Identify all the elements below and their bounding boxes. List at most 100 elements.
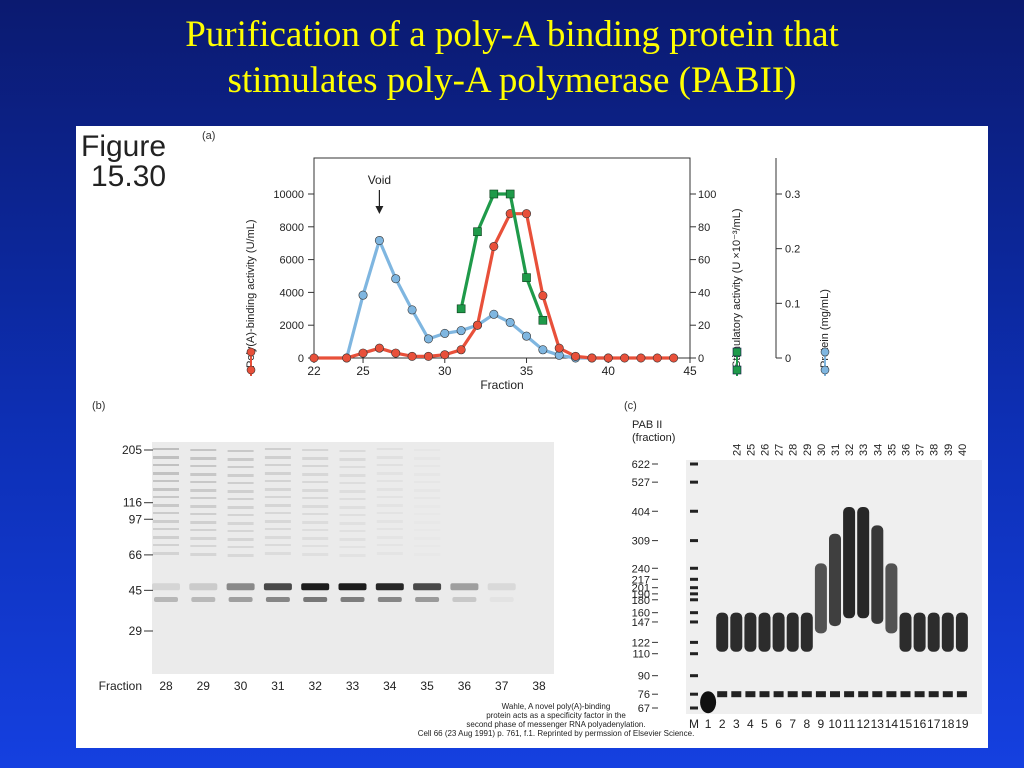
- gel-b-smear-band: [153, 480, 179, 482]
- gel-b-lower-band: [340, 596, 365, 602]
- gel-b-smear-band: [227, 466, 254, 468]
- gel-b-45kda-band: [413, 583, 442, 591]
- gel-c-primer-band: [956, 691, 967, 698]
- gel-c-primer-band: [745, 691, 756, 698]
- gel-b-smear-band: [227, 506, 254, 509]
- gel-b-lane-label: 29: [197, 679, 211, 693]
- gel-b-smear-band: [414, 537, 440, 540]
- gel-b-smear-band: [190, 449, 217, 451]
- data-point: [571, 351, 581, 361]
- gel-b-smear-band: [302, 481, 329, 483]
- gel-b-smear-band: [227, 522, 254, 525]
- gel-c-marker-band: [690, 509, 698, 513]
- gel-c-size-label: 147: [632, 617, 650, 629]
- gel-c-size-label: 110: [632, 649, 650, 661]
- polyadenylation-gel: PAB II(fraction)622527404309240217201190…: [632, 419, 982, 731]
- gel-b-smear-band: [227, 490, 254, 493]
- gel-c-fraction-label-group: 27: [774, 444, 786, 456]
- gel-b-smear-band: [376, 536, 403, 539]
- gel-b-lane-label: 35: [420, 679, 434, 693]
- gel-b-45kda-band: [189, 583, 218, 591]
- gel-b-smear-band: [339, 490, 366, 493]
- gel-c-marker-band: [690, 640, 698, 644]
- data-point: [342, 353, 352, 363]
- gel-c-fraction-label: 28: [788, 444, 800, 456]
- slide-title: Purification of a poly-A binding protein…: [0, 12, 1024, 104]
- figure-label-word: Figure: [81, 130, 167, 163]
- citation-line: second phase of messenger RNA polyadenyl…: [466, 720, 646, 729]
- gel-b-lower-band: [154, 596, 178, 602]
- gel-b-smear-band: [190, 545, 217, 547]
- axis-title-group: Protein (mg/mL): [819, 289, 831, 368]
- gel-b-smear-band: [376, 456, 403, 459]
- gel-b-smear-band: [264, 512, 291, 514]
- gel-c-size-label: 240: [632, 563, 650, 575]
- gel-c-marker-band: [690, 586, 698, 590]
- gel-b-smear-band: [153, 464, 179, 466]
- gel-b-45kda-band: [487, 583, 516, 591]
- data-point: [407, 351, 417, 361]
- gel-b-45kda-band: [450, 583, 479, 591]
- gel-c-fraction-label: 36: [901, 444, 913, 456]
- gel-c-fraction-label-group: 31: [830, 444, 842, 456]
- gel-b-lower-band: [377, 596, 402, 602]
- gel-b-smear-band: [339, 506, 366, 509]
- gel-b-smear-band: [153, 488, 179, 491]
- gel-b-lane-label: 37: [495, 679, 509, 693]
- gel-c-fraction-label-group: 25: [745, 444, 757, 456]
- gel-c-size-label: 622: [632, 459, 650, 471]
- gel-b-45kda-band: [301, 583, 330, 591]
- gel-b-smear-band: [339, 466, 366, 468]
- gel-c-product-smear: [857, 507, 870, 619]
- axis-title: Stimulatory activity (U ×10⁻³/mL): [731, 208, 743, 368]
- gel-b-smear-band: [190, 521, 217, 524]
- axis-legend-marker: [820, 347, 830, 357]
- data-point: [636, 353, 646, 363]
- gel-b-smear-band: [302, 545, 329, 547]
- left-axis-tick-label: 2000: [280, 320, 304, 332]
- gel-b-smear-band: [264, 464, 291, 466]
- gel-b-smear-band: [376, 464, 403, 466]
- gel-c-marker-band: [690, 692, 698, 696]
- gel-b-marker-label: 29: [129, 624, 143, 638]
- right-axis-1-tick-label: 40: [698, 287, 710, 299]
- gel-c-size-label: 90: [638, 671, 650, 683]
- gel-c-size-label: 309: [632, 536, 650, 548]
- gel-b-45kda-band: [226, 583, 255, 591]
- gel-b-lower-band: [303, 596, 328, 602]
- left-axis-tick-label: 6000: [280, 255, 304, 267]
- data-point: [407, 305, 417, 315]
- gel-c-size-label: 217: [632, 574, 650, 586]
- gel-c-lane-label: 17: [927, 717, 941, 731]
- gel-b-smear-band: [339, 530, 366, 532]
- gel-c-fraction-label: 30: [816, 444, 828, 456]
- figure-panel: Figure 15.30 (a) (b) (c) 0 2000 4000 6000 80…: [76, 126, 988, 748]
- gel-b-smear-band: [414, 497, 440, 499]
- gel-b-smear-band: [414, 481, 440, 483]
- gel-c-fraction-label: 33: [858, 444, 870, 456]
- gel-b-smear-band: [190, 481, 217, 483]
- gel-c-lane-label: 13: [871, 717, 885, 731]
- right-axis-2-tick-label: 0.3: [785, 189, 800, 201]
- gel-b-lane-label: 28: [159, 679, 173, 693]
- data-point: [489, 241, 499, 251]
- gel-c-size-label: 180: [632, 595, 650, 607]
- data-point: [505, 189, 515, 199]
- gel-b-smear-band: [190, 465, 217, 467]
- gel-b-smear-band: [227, 538, 254, 541]
- gel-c-product-smear: [899, 612, 912, 652]
- gel-c-marker-band: [690, 706, 698, 710]
- gel-c-fraction-label-group: 34: [872, 444, 884, 456]
- gel-b-smear-band: [190, 553, 217, 556]
- gel-c-product-smear: [955, 612, 968, 652]
- gel-b-smear-band: [227, 458, 254, 461]
- gel-c-product-smear: [814, 563, 827, 634]
- gel-b-smear-band: [264, 448, 291, 450]
- data-point: [522, 331, 532, 341]
- gel-b-smear-band: [227, 498, 254, 500]
- gel-b-lower-band: [191, 596, 216, 602]
- gel-b-marker-label: 66: [129, 548, 143, 562]
- gel-b-smear-band: [153, 536, 179, 539]
- gel-c-size-label: 67: [638, 703, 650, 715]
